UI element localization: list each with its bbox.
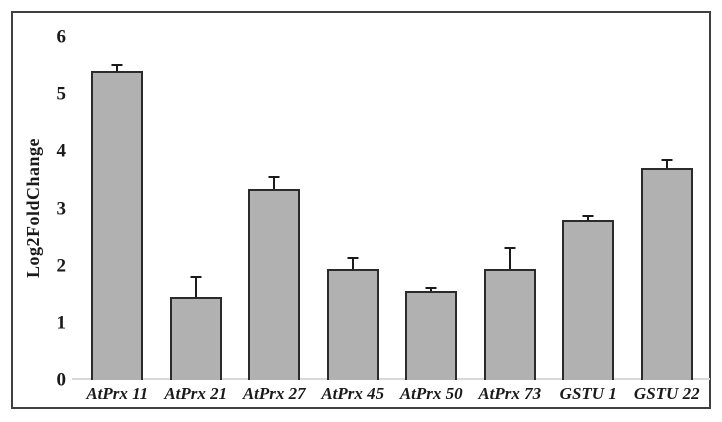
- x-tick-label: AtPrx 27: [242, 384, 306, 403]
- bar: [91, 71, 144, 380]
- bar: [483, 268, 536, 380]
- y-tick-label: 2: [56, 255, 67, 277]
- bar: [326, 268, 379, 380]
- x-axis-labels: AtPrx 11 AtPrx 21 AtPrx 27 AtPrx 45 AtPrx 50…: [78, 383, 706, 409]
- y-tick-label: 6: [56, 26, 67, 48]
- error-bar-cap: [268, 175, 280, 178]
- bar: [640, 168, 693, 380]
- bar-slot: [549, 37, 628, 380]
- y-axis-ticks: 0 1 2 3 4 5 6: [28, 28, 67, 390]
- y-tick-label: 1: [56, 312, 67, 334]
- error-bar: [504, 246, 516, 269]
- error-bar: [268, 175, 280, 189]
- x-tick-label: AtPrx 73: [478, 384, 542, 403]
- error-bar-cap: [190, 275, 202, 278]
- error-bar-cap: [111, 64, 123, 67]
- x-tick-label: AtPrx 45: [321, 384, 385, 403]
- bar-slot: [628, 37, 707, 380]
- x-tick-label: GSTU 1: [559, 384, 617, 403]
- bar-slot: [157, 37, 236, 380]
- error-bar: [190, 275, 202, 298]
- x-axis-baseline: [72, 378, 710, 380]
- error-bar: [661, 159, 673, 169]
- bar-slot: [235, 37, 314, 380]
- bar-slot: [78, 37, 157, 380]
- bar-slot: [314, 37, 393, 380]
- x-tick-label: AtPrx 21: [164, 384, 228, 403]
- plot-area: [78, 37, 706, 380]
- bar-slot: [471, 37, 550, 380]
- x-tick-label: GSTU 22: [633, 384, 700, 403]
- error-bar-cap: [425, 287, 437, 290]
- error-bar-cap: [582, 214, 594, 217]
- y-tick-label: 5: [56, 83, 67, 105]
- y-tick-label: 4: [56, 140, 67, 162]
- y-tick-label: 3: [56, 198, 67, 219]
- error-bar: [111, 64, 123, 72]
- x-tick-label: AtPrx 50: [399, 384, 463, 403]
- error-bar-cap: [347, 257, 359, 260]
- error-bar: [425, 287, 437, 292]
- y-tick-label: 0: [56, 369, 67, 391]
- bar: [405, 291, 458, 380]
- error-bar-cap: [504, 246, 516, 249]
- error-bar: [582, 214, 594, 220]
- x-tick-label: AtPrx 11: [86, 384, 149, 403]
- bar: [248, 188, 301, 380]
- bar-slot: [392, 37, 471, 380]
- error-bar: [347, 257, 359, 269]
- bar: [562, 219, 615, 380]
- error-bar-cap: [661, 159, 673, 162]
- bar: [169, 297, 222, 380]
